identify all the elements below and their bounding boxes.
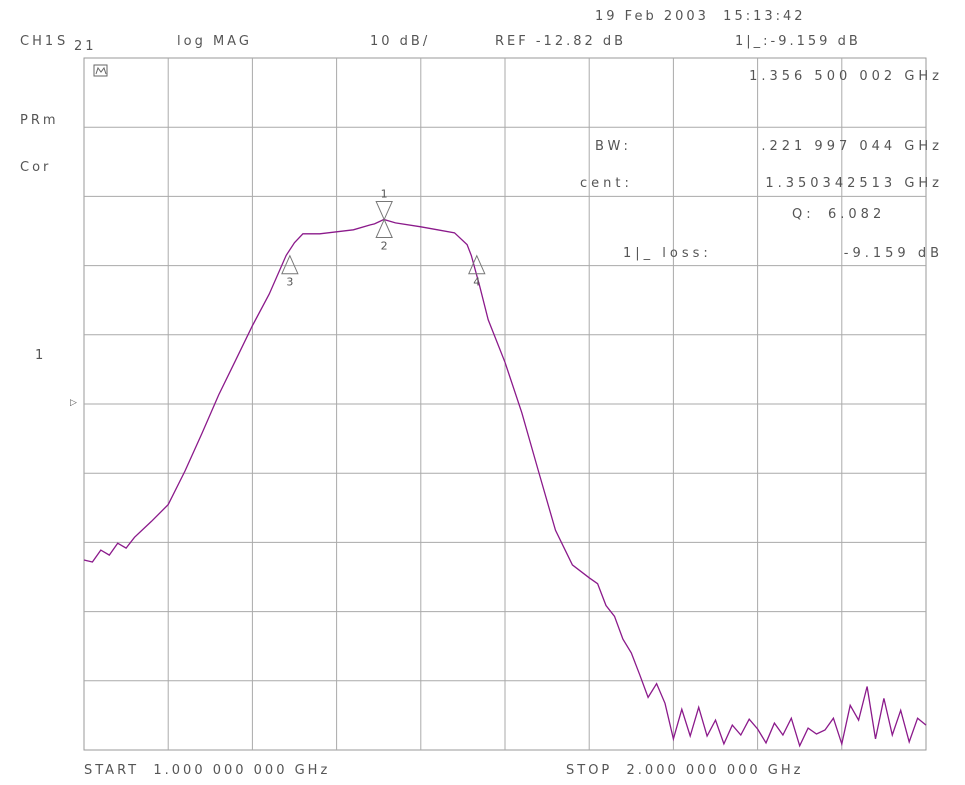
marker-2-triangle <box>375 218 393 239</box>
marker-1-label: 1 <box>381 188 388 201</box>
loss-label: 1|_ loss: <box>623 246 712 261</box>
channel-label: CH1 <box>20 34 57 49</box>
marker-2-label: 2 <box>381 240 388 253</box>
marker-4-label: 4 <box>473 276 480 289</box>
ref-level-triangle-icon: ▷ <box>70 398 80 408</box>
start-freq-label: START 1.000 000 000 GHz <box>84 763 331 778</box>
marker-4-triangle <box>468 254 486 275</box>
trace-layer <box>83 218 927 748</box>
param-21-label: 21 <box>74 39 97 54</box>
marker-box-icon <box>93 64 108 77</box>
cent-value: 1.350342513 GHz <box>765 176 943 191</box>
ref-label: REF -12.82 dB <box>495 34 627 49</box>
cor-label: Cor <box>20 160 52 175</box>
param-s-label: S <box>57 34 69 49</box>
marker-layer: 1 2 3 4 <box>281 188 486 289</box>
prm-label: PRm <box>20 113 59 128</box>
grid <box>84 58 926 750</box>
format-label: log MAG <box>177 34 252 49</box>
marker-1-triangle <box>375 201 393 221</box>
timestamp: 19 Feb 2003 15:13:42 <box>595 9 806 24</box>
marker-3-triangle <box>281 254 299 275</box>
q-label: Q: <box>792 207 815 222</box>
stop-freq-label: STOP 2.000 000 000 GHz <box>566 763 804 778</box>
scale-label: 10 dB/ <box>370 34 431 49</box>
loss-value: -9.159 dB <box>843 246 943 261</box>
marker-3-label: 3 <box>286 276 293 289</box>
bw-label: BW: <box>595 139 632 154</box>
trace-line <box>83 218 927 748</box>
bw-value: .221 997 044 GHz <box>761 139 943 154</box>
q-value: 6.082 <box>828 207 886 222</box>
cent-label: cent: <box>580 176 633 191</box>
ref-position-arrow: 1 <box>35 348 47 363</box>
marker-freq-readout: 1.356 500 002 GHz <box>749 69 943 84</box>
marker1-readout: 1|_:-9.159 dB <box>735 34 861 49</box>
